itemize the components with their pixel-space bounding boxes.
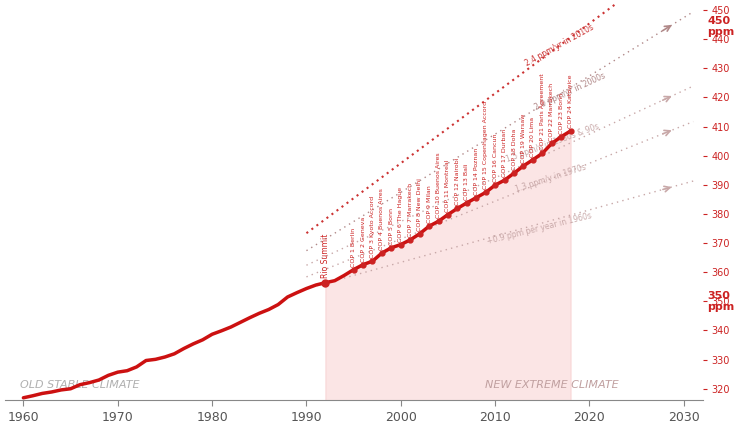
Text: 2.4 ppm/yr in 2010s: 2.4 ppm/yr in 2010s xyxy=(523,23,595,68)
Text: 2.0 ppm/yr in 2000s: 2.0 ppm/yr in 2000s xyxy=(533,71,607,112)
Text: COP 12 Nairobi: COP 12 Nairobi xyxy=(455,158,460,205)
Text: 1.3 ppm/y in 1970s: 1.3 ppm/y in 1970s xyxy=(514,162,587,193)
Text: COP 10 Buenos Aires: COP 10 Buenos Aires xyxy=(436,153,441,218)
Text: COP 19 Warsaw: COP 19 Warsaw xyxy=(521,113,526,163)
Text: COP 21 Paris Agreement: COP 21 Paris Agreement xyxy=(539,74,545,150)
Text: COP 11 Montreal: COP 11 Montreal xyxy=(446,159,450,211)
Text: +0.9 ppm per year in 1960s: +0.9 ppm per year in 1960s xyxy=(486,211,593,246)
Text: 1.5 ppm/y in 1980s & 90s: 1.5 ppm/y in 1980s & 90s xyxy=(505,122,600,164)
Text: COP 3 Kyoto Accord: COP 3 Kyoto Accord xyxy=(370,196,375,258)
Text: COP 20 Lima: COP 20 Lima xyxy=(531,117,535,157)
Text: 350
ppm: 350 ppm xyxy=(708,291,735,312)
Text: COP 16 Cancun: COP 16 Cancun xyxy=(493,134,497,182)
Text: COP 5 Bonn: COP 5 Bonn xyxy=(389,208,394,245)
Text: COP 22 Marrakech: COP 22 Marrakech xyxy=(549,83,554,140)
Text: OLD STABLE CLIMATE: OLD STABLE CLIMATE xyxy=(20,380,139,390)
Text: COP 15 Copenhagen Accord: COP 15 Copenhagen Accord xyxy=(483,101,489,190)
Text: Rio Summit: Rio Summit xyxy=(321,234,330,278)
Text: COP 18 Doha: COP 18 Doha xyxy=(511,129,517,170)
Text: COP 9 Milan: COP 9 Milan xyxy=(427,185,432,223)
Text: COP 1 Berlin: COP 1 Berlin xyxy=(351,228,356,267)
Text: COP 13 Bali: COP 13 Bali xyxy=(464,163,469,200)
Text: COP 8 New Delhi: COP 8 New Delhi xyxy=(417,178,422,231)
Text: NEW EXTREME CLIMATE: NEW EXTREME CLIMATE xyxy=(485,380,618,390)
Text: COP 7 Marrakech: COP 7 Marrakech xyxy=(407,183,413,237)
Text: COP 6 The Hague: COP 6 The Hague xyxy=(399,187,403,242)
Text: COP 4 Buenos Aires: COP 4 Buenos Aires xyxy=(379,188,384,250)
Text: COP 14 Poznan: COP 14 Poznan xyxy=(474,148,479,195)
Text: 450
ppm: 450 ppm xyxy=(708,16,735,37)
Text: COP 24 Katowice: COP 24 Katowice xyxy=(568,74,573,128)
Text: COP 17 Durban: COP 17 Durban xyxy=(502,129,507,177)
Text: COP 23 Bonn: COP 23 Bonn xyxy=(559,93,564,134)
Text: COP 2 Geneva: COP 2 Geneva xyxy=(361,217,365,262)
